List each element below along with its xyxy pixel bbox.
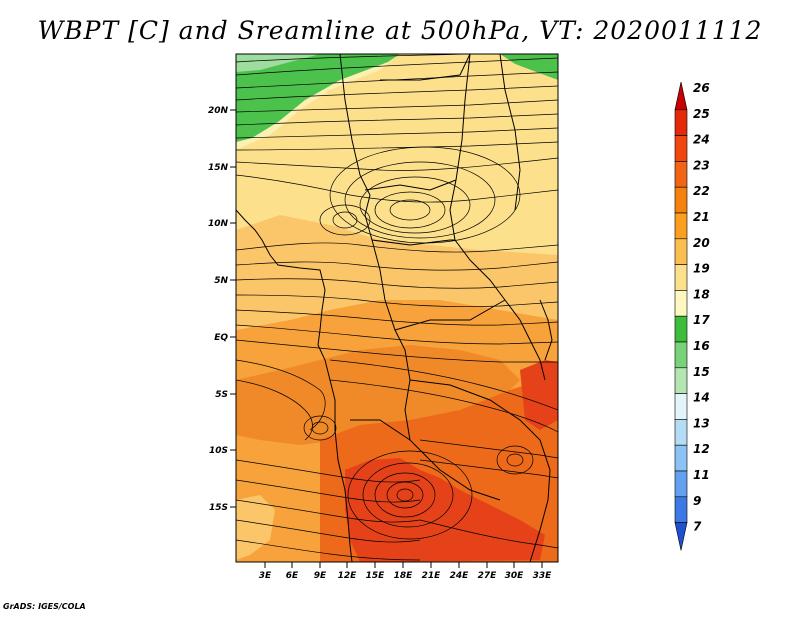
streamlines [236,54,558,561]
colorbar-label: 9 [693,494,701,508]
lon-tick-label: 24E [450,571,470,581]
lon-tick-label: 6E [286,571,299,581]
lat-tick-label: 10N [208,219,229,229]
colorbar-swatch [674,341,688,369]
border-line-7 [409,379,551,562]
colorbar-swatch [674,393,688,420]
lat-tick-label: 15N [208,163,229,173]
border-line-2 [449,54,546,381]
lat-tick-label: 5S [215,390,228,400]
lat-tick-label: 20N [208,106,229,116]
lon-tick-label: 9E [314,571,327,581]
lon-tick-label: 12E [338,571,358,581]
colorbar-swatch [674,238,688,265]
map-title: WBPT [C] and Sreamline at 500hPa, VT: 20… [37,16,763,45]
border-line-8 [350,419,501,501]
lat-tick-label: 10S [209,446,228,456]
colorbar-label: 26 [693,81,710,95]
lon-tick-label: 27E [478,571,498,581]
border-line-10 [539,299,553,361]
streamlines-south [236,359,558,561]
streamlines-north [236,54,558,203]
colorbar-label: 15 [693,365,710,379]
colorbar-label: 24 [693,133,710,147]
border-line-5 [371,239,455,246]
colorbar-label: 16 [693,339,710,353]
colorbar-label: 22 [693,184,710,198]
colorbar-swatch [674,161,688,188]
wbpt-shading [236,54,558,562]
colorbar-label: 18 [693,287,710,301]
lat-tick-label: 15S [209,503,228,513]
lon-tick-label: 18E [394,571,414,581]
colorbar-label: 12 [693,442,710,456]
colorbar-label: 25 [693,107,710,121]
lon-tick-label: 33E [533,571,553,581]
green-region-northwest [236,54,400,142]
lon-tick-label: 30E [505,571,525,581]
colorbar-swatch [674,186,688,214]
colorbar: 26 25 24 23 22 21 20 19 18 17 16 15 14 13 12 11 9 7 [674,81,710,551]
colorbar-swatch [674,212,688,240]
colorbar-label: 13 [693,416,710,430]
colorbar-swatch [674,496,688,523]
streamlines-central [236,242,558,363]
colorbar-label: 17 [693,313,710,327]
colorbar-swatch [674,315,688,343]
light-green-corner [236,54,320,72]
colorbar-label: 21 [693,210,710,224]
vortex-southwest [303,415,337,441]
light-orange-band [236,215,558,330]
lat-tick-label: 5N [214,276,228,286]
colorbar-swatch [674,470,688,498]
colorbar-label: 19 [693,262,710,276]
colorbar-label: 14 [693,391,710,405]
credit-label: GrADS: IGES/COLA [3,602,86,611]
lon-tick-label: 15E [366,571,386,581]
lon-tick-label: 3E [259,571,272,581]
light-orange-southwest [236,495,275,560]
colorbar-label: 11 [693,468,710,482]
border-line-6 [394,299,506,331]
colorbar-swatch [674,444,688,472]
vortex-south [347,450,473,540]
border-line-1 [339,54,411,441]
colorbar-swatch [674,419,688,446]
lon-tick-label: 21E [422,571,442,581]
vortex-central [329,146,521,244]
colorbar-swatch [674,290,688,317]
pale-yellow-band [236,54,558,250]
colorbar-label: 7 [693,520,702,534]
country-borders [236,54,553,562]
vortex-west [319,204,371,236]
coastline-west [236,209,353,562]
colorbar-swatch [674,109,688,136]
lat-tick-label: EQ [214,333,228,343]
longitude-axis: 3E 6E 9E 12E 15E 18E 21E 24E 27E 30E 33E [259,562,552,581]
colorbar-label: 20 [693,236,710,250]
colorbar-swatch [674,135,688,162]
map-frame [235,53,559,563]
border-line-4 [364,179,457,191]
green-region-northeast [500,54,558,80]
red-patch-east [520,360,558,430]
colorbar-arrow-top [674,81,688,111]
vortex-east [496,445,534,475]
colorbar-arrow-bottom [674,522,688,551]
colorbar-swatch [674,264,688,291]
latitude-axis: 20N 15N 10N 5N EQ 5S 10S 15S [208,106,236,513]
colorbar-label: 23 [693,158,710,172]
colorbar-swatch [674,367,688,394]
dark-orange-patch [236,345,520,445]
